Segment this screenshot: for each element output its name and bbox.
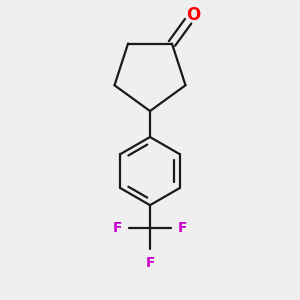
Text: F: F — [112, 221, 122, 235]
Text: F: F — [178, 221, 188, 235]
Text: F: F — [145, 256, 155, 270]
Text: O: O — [186, 6, 200, 24]
